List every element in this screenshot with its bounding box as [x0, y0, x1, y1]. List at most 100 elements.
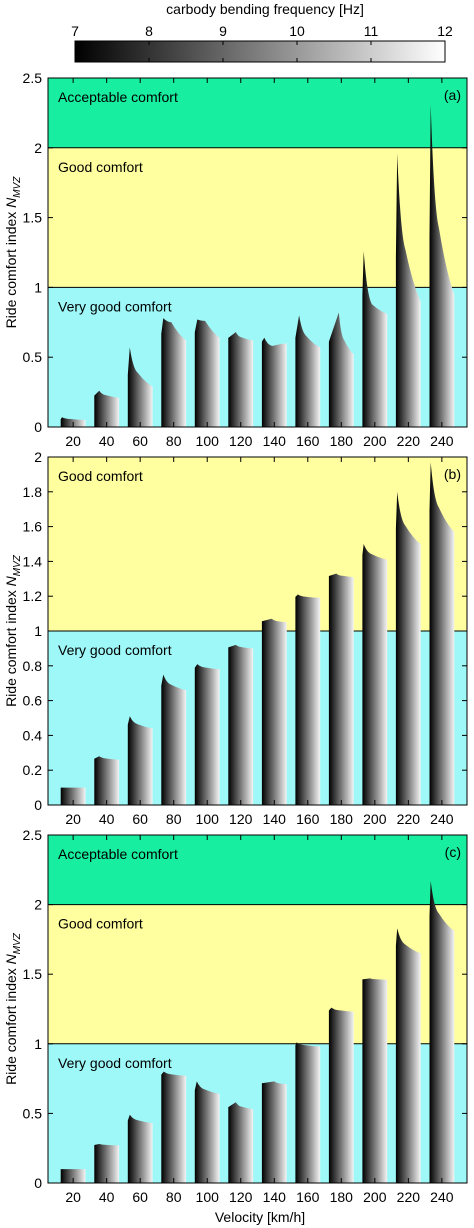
x-tick-label: 160 — [296, 1189, 320, 1205]
panel-a: Very good comfort Good comfort Acceptable … — [3, 70, 468, 449]
x-tick-label: 240 — [430, 1189, 454, 1205]
bar-60 — [127, 1114, 153, 1183]
bar-40 — [94, 756, 120, 805]
y-axis-label-text: Ride comfort index — [3, 208, 19, 329]
y-axis-label-symbol: N — [3, 197, 19, 208]
x-tick-label: 40 — [99, 811, 115, 827]
bar-120 — [228, 332, 254, 427]
x-tick-label: 160 — [296, 811, 320, 827]
x-tick-label: 60 — [132, 433, 148, 449]
x-tick-label: 180 — [330, 433, 354, 449]
y-tick-label: 2.5 — [23, 70, 43, 86]
x-tick-label: 40 — [99, 433, 115, 449]
comfort-zone-label: Good comfort — [58, 159, 143, 175]
y-tick-label: 0 — [34, 1175, 42, 1191]
x-tick-label: 120 — [229, 811, 253, 827]
x-tick-label: 240 — [430, 433, 454, 449]
bar-40 — [94, 1144, 120, 1183]
comfort-zone-label: Acceptable comfort — [58, 846, 178, 862]
colorbar-tick-label: 11 — [364, 23, 379, 39]
panel-label: (b) — [444, 466, 461, 482]
x-tick-label: 100 — [196, 433, 220, 449]
bar-220 — [395, 491, 421, 805]
bar-160 — [295, 594, 321, 805]
bar-180 — [328, 573, 354, 805]
comfort-zone-label: Acceptable comfort — [58, 89, 178, 105]
colorbar-tick-label: 10 — [289, 23, 305, 39]
y-tick-label: 1 — [34, 279, 42, 295]
comfort-zone-label: Good comfort — [58, 916, 143, 932]
y-tick-label: 0.5 — [23, 349, 43, 365]
x-tick-label: 220 — [397, 433, 421, 449]
bar-120 — [228, 1102, 254, 1183]
x-tick-label: 60 — [132, 1189, 148, 1205]
bar-160 — [295, 1042, 321, 1183]
bar-40 — [94, 390, 120, 427]
y-axis-label-text: Ride comfort index — [3, 586, 19, 707]
y-tick-label: 2 — [34, 140, 42, 156]
x-tick-label: 120 — [229, 433, 253, 449]
y-tick-label: 1.2 — [23, 588, 43, 604]
y-tick-label: 1.5 — [23, 966, 43, 982]
colorbar-gradient — [74, 40, 446, 63]
bar-100 — [194, 1081, 220, 1183]
colorbar-tick-label: 7 — [71, 23, 79, 39]
x-tick-label: 160 — [296, 433, 320, 449]
colorbar-ticks: 7 8 9 10 11 12 — [71, 23, 453, 62]
colorbar-tick-label: 12 — [437, 23, 453, 39]
axes-frame — [47, 834, 468, 1184]
x-tick-label: 140 — [263, 433, 287, 449]
bar-140 — [261, 337, 287, 427]
comfort-zone-label: Very good comfort — [58, 642, 172, 658]
bar-240 — [429, 880, 455, 1183]
comfort-zone-label: Very good comfort — [58, 298, 172, 314]
bar-20 — [60, 1169, 86, 1183]
bar-200 — [362, 251, 388, 427]
x-tick-label: 220 — [397, 1189, 421, 1205]
bar-100 — [194, 319, 220, 427]
x-tick-label: 20 — [65, 811, 81, 827]
y-axis-label: Ride comfort index NMVZ — [3, 176, 23, 329]
bar-60 — [127, 347, 153, 427]
y-tick-label: 0.4 — [23, 727, 43, 743]
bar-160 — [295, 315, 321, 427]
x-tick-label: 100 — [196, 1189, 220, 1205]
panel-b: Very good comfort Good comfort 0 0.2 0.4 0.6 0… — [3, 449, 468, 827]
x-tick-label: 200 — [363, 811, 387, 827]
colorbar-label: carbody bending frequency [Hz] — [166, 1, 364, 17]
y-tick-label: 2 — [34, 897, 42, 913]
bar-140 — [261, 1081, 287, 1183]
y-tick-label: 2 — [34, 449, 42, 465]
x-tick-label: 180 — [330, 811, 354, 827]
bar-80 — [161, 674, 187, 805]
comfort-zone-label: Good comfort — [58, 468, 143, 484]
bar-180 — [328, 1007, 354, 1183]
comfort-zone-label: Very good comfort — [58, 1055, 172, 1071]
x-tick-label: 240 — [430, 811, 454, 827]
x-tick-label: 180 — [330, 1189, 354, 1205]
bar-220 — [395, 928, 421, 1183]
x-tick-label: 80 — [166, 1189, 182, 1205]
panel-label: (a) — [444, 87, 461, 103]
y-tick-label: 1 — [34, 623, 42, 639]
y-axis-label: Ride comfort index NMVZ — [3, 932, 23, 1085]
y-tick-label: 0.5 — [23, 1105, 43, 1121]
bar-120 — [228, 644, 254, 805]
comfort-zone — [48, 78, 467, 148]
bar-220 — [395, 153, 421, 427]
bar-60 — [127, 716, 153, 805]
y-axis-label-subscript: MVZ — [12, 554, 23, 576]
y-tick-label: 0 — [34, 797, 42, 813]
bar-140 — [261, 618, 287, 805]
x-tick-label: 80 — [166, 433, 182, 449]
x-tick-label: 140 — [263, 1189, 287, 1205]
y-axis-label-symbol: N — [3, 953, 19, 964]
y-tick-label: 0 — [34, 419, 42, 435]
y-axis-label-subscript: MVZ — [12, 176, 23, 198]
y-tick-label: 0.6 — [23, 693, 43, 709]
x-tick-label: 20 — [65, 1189, 81, 1205]
y-tick-label: 0.8 — [23, 658, 43, 674]
y-tick-label: 2.5 — [23, 827, 43, 843]
x-tick-label: 20 — [65, 433, 81, 449]
